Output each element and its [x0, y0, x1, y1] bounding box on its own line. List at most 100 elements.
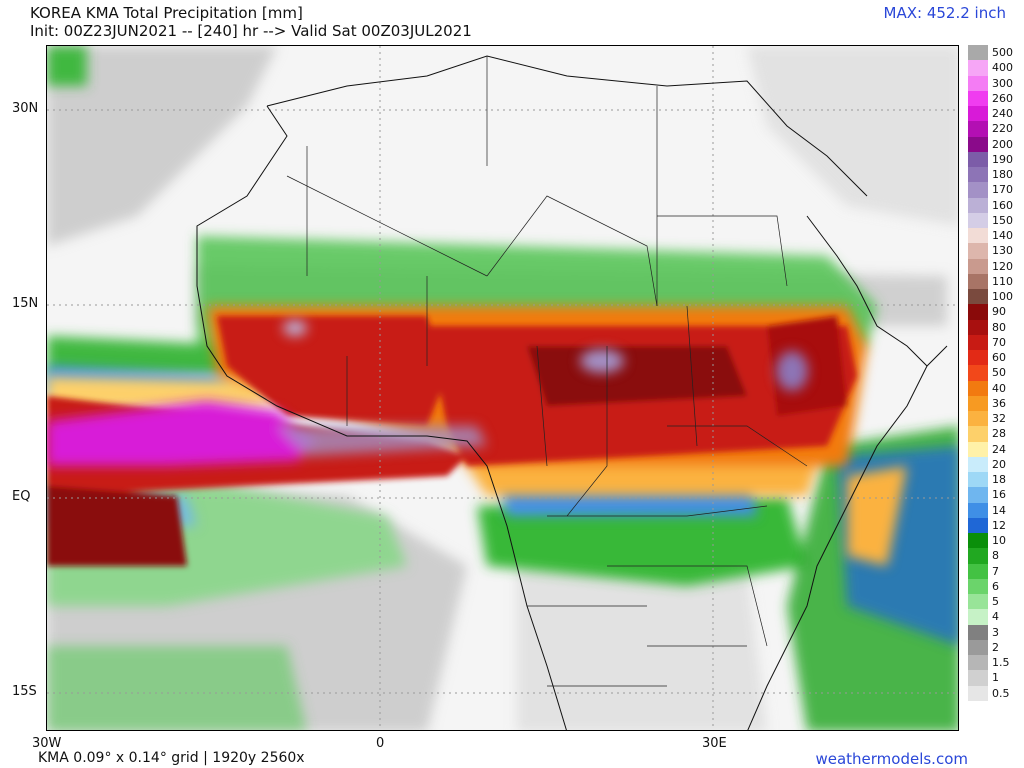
max-value-label: MAX: 452.2 inch — [883, 4, 1006, 22]
legend-label: 0.5 — [992, 686, 1010, 700]
legend-swatch — [968, 304, 988, 320]
legend-entry: 5 — [968, 594, 1020, 610]
legend-label: 140 — [992, 229, 1013, 242]
legend-label: 160 — [992, 198, 1013, 212]
legend-swatch — [968, 594, 988, 610]
legend-entry: 150 — [968, 212, 1020, 228]
legend-label: 24 — [992, 442, 1006, 456]
precipitation-map[interactable] — [46, 45, 959, 731]
legend-swatch — [968, 334, 988, 350]
legend-entry: 120 — [968, 258, 1020, 274]
legend-swatch — [968, 624, 988, 640]
legend-entry: 70 — [968, 334, 1020, 350]
legend-entry: 20 — [968, 456, 1020, 472]
legend-entry: 200 — [968, 136, 1020, 152]
legend-entry: 300 — [968, 75, 1020, 91]
legend-swatch — [968, 426, 988, 442]
brand-link[interactable]: weathermodels.com — [815, 750, 968, 768]
country-borders — [286, 56, 808, 687]
legend-swatch — [968, 517, 988, 533]
legend-swatch — [968, 90, 988, 106]
legend-swatch — [968, 380, 988, 396]
legend-label: 4 — [992, 610, 999, 624]
legend-swatch — [968, 273, 988, 289]
legend-label: 14 — [992, 503, 1006, 517]
legend-swatch — [968, 243, 988, 259]
legend-entry: 50 — [968, 365, 1020, 381]
color-legend: 500 400 300 260 240 220 200 190 180 170 160 150 140 1… — [968, 45, 1020, 701]
legend-swatch — [968, 258, 988, 274]
legend-label: 170 — [992, 183, 1013, 197]
legend-swatch — [968, 655, 988, 671]
legend-entry: 8 — [968, 548, 1020, 564]
legend-swatch — [968, 60, 988, 76]
legend-swatch — [968, 289, 988, 305]
legend-label: 12 — [992, 518, 1006, 532]
legend-label: 90 — [992, 305, 1006, 319]
legend-swatch — [968, 45, 988, 61]
legend-entry: 10 — [968, 533, 1020, 549]
grid-info: KMA 0.09° x 0.14° grid | 1920y 2560x — [38, 750, 305, 766]
legend-entry: 0.5 — [968, 685, 1020, 701]
legend-label: 36 — [992, 396, 1006, 410]
legend-swatch — [968, 548, 988, 564]
legend-swatch — [968, 121, 988, 137]
lat-label-15s: 15S — [12, 684, 37, 699]
legend-label: 8 — [992, 549, 999, 563]
legend-swatch — [968, 502, 988, 518]
lat-label-eq: EQ — [12, 489, 31, 504]
legend-swatch — [968, 395, 988, 411]
legend-label: 1.5 — [992, 656, 1010, 669]
legend-label: 50 — [992, 366, 1006, 380]
legend-label: 20 — [992, 457, 1006, 471]
legend-swatch — [968, 609, 988, 625]
legend-entry: 140 — [968, 228, 1020, 244]
legend-label: 60 — [992, 351, 1006, 364]
legend-swatch — [968, 670, 988, 686]
legend-entry: 4 — [968, 609, 1020, 625]
legend-entry: 40 — [968, 380, 1020, 396]
legend-entry: 3 — [968, 624, 1020, 640]
legend-swatch — [968, 350, 988, 366]
legend-entry: 130 — [968, 243, 1020, 259]
legend-label: 16 — [992, 488, 1006, 502]
legend-label: 130 — [992, 244, 1013, 258]
legend-label: 3 — [992, 625, 999, 639]
legend-label: 180 — [992, 168, 1013, 181]
legend-label: 40 — [992, 381, 1006, 395]
legend-label: 100 — [992, 290, 1013, 303]
legend-label: 2 — [992, 640, 999, 654]
legend-entry: 80 — [968, 319, 1020, 335]
map-title-block: KOREA KMA Total Precipitation [mm] Init:… — [30, 4, 472, 40]
legend-label: 240 — [992, 107, 1013, 120]
legend-label: 6 — [992, 579, 999, 593]
legend-entry: 180 — [968, 167, 1020, 183]
legend-entry: 60 — [968, 350, 1020, 366]
legend-label: 110 — [992, 274, 1013, 288]
lon-label-30e: 30E — [702, 736, 727, 751]
legend-entry: 1.5 — [968, 655, 1020, 671]
legend-label: 28 — [992, 427, 1006, 441]
legend-entry: 500 — [968, 45, 1020, 61]
legend-swatch — [968, 151, 988, 167]
map-canvas — [47, 46, 958, 730]
legend-label: 1 — [992, 671, 999, 685]
legend-entry: 7 — [968, 563, 1020, 579]
legend-label: 400 — [992, 61, 1013, 75]
legend-entry: 12 — [968, 517, 1020, 533]
map-subtitle: Init: 00Z23JUN2021 -- [240] hr --> Valid… — [30, 22, 472, 40]
legend-label: 70 — [992, 335, 1006, 349]
legend-swatch — [968, 182, 988, 198]
legend-swatch — [968, 441, 988, 457]
legend-label: 200 — [992, 137, 1013, 151]
legend-swatch — [968, 639, 988, 655]
map-title: KOREA KMA Total Precipitation [mm] — [30, 4, 303, 22]
lon-label-0: 0 — [376, 736, 385, 751]
lat-label-30n: 30N — [12, 101, 39, 116]
legend-entry: 24 — [968, 441, 1020, 457]
legend-label: 120 — [992, 259, 1013, 273]
legend-swatch — [968, 685, 988, 701]
graticule — [47, 46, 958, 730]
legend-entry: 110 — [968, 273, 1020, 289]
legend-entry: 400 — [968, 60, 1020, 76]
